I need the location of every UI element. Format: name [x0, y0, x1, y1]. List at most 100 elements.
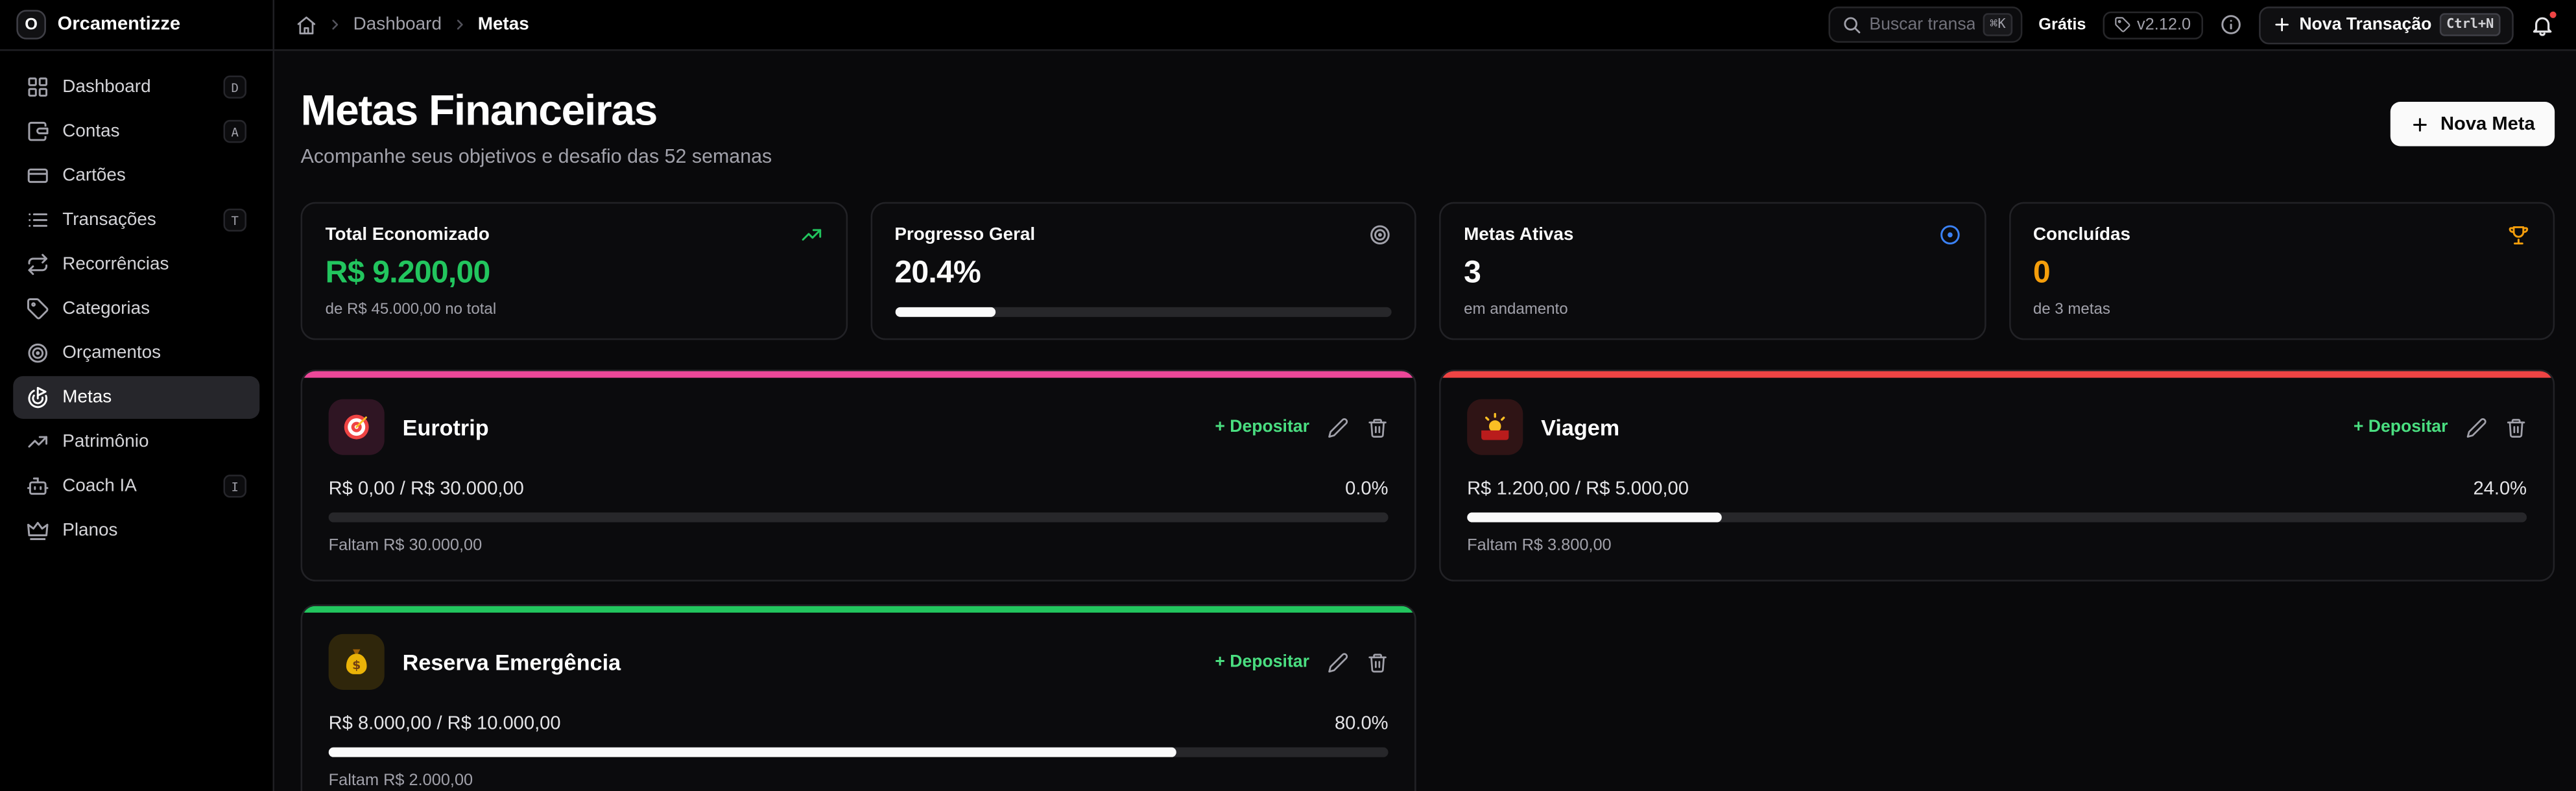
sidebar-item-orcamentos[interactable]: Orçamentos [13, 332, 259, 375]
chevron-right-icon [327, 16, 343, 32]
sidebar-item-cartoes[interactable]: Cartões [13, 154, 259, 197]
search-shortcut-badge: ⌘K [1983, 13, 2012, 36]
sidebar-item-transacoes[interactable]: Transações T [13, 199, 259, 242]
tag-icon [2114, 16, 2130, 32]
deposit-button[interactable]: + Depositar [1215, 417, 1309, 437]
beach-sunset-glyph [1479, 410, 1512, 443]
new-transaction-button[interactable]: Nova Transação Ctrl+N [2258, 5, 2514, 44]
goal-name: Viagem [1541, 414, 1620, 440]
stat-label: Metas Ativas [1464, 225, 1574, 245]
delete-button[interactable] [1367, 651, 1389, 672]
goal-progress-fill [1467, 512, 1722, 523]
new-transaction-label: Nova Transação [2299, 14, 2432, 35]
stat-label: Concluídas [2033, 225, 2131, 245]
sidebar-item-label: Metas [62, 387, 112, 408]
edit-button[interactable] [1328, 651, 1349, 672]
trending-up-icon [27, 431, 49, 453]
notification-bell[interactable] [2530, 8, 2558, 37]
search-box[interactable]: ⌘K [1828, 6, 2022, 43]
crown-icon [27, 519, 49, 541]
topbar: O Orcamentizze Dashboard Metas ⌘K Grátis… [0, 0, 2576, 51]
goal-progress-fill [328, 747, 1176, 757]
edit-button[interactable] [2466, 416, 2487, 438]
goal-remaining: Faltam R$ 30.000,00 [328, 537, 483, 556]
version-badge[interactable]: v2.12.0 [2102, 10, 2202, 39]
tag-icon [27, 298, 49, 320]
sidebar-item-dashboard[interactable]: Dashboard D [13, 65, 259, 108]
trophy-icon [2507, 224, 2530, 246]
trash-icon [1367, 651, 1389, 672]
stat-value: R$ 9.200,00 [325, 256, 491, 291]
stat-value: 0 [2033, 256, 2051, 291]
search-input[interactable] [1869, 14, 1975, 35]
goal-icon [27, 386, 49, 408]
home-icon[interactable] [296, 14, 317, 36]
stat-label: Total Economizado [325, 225, 490, 245]
goal-amounts: R$ 1.200,00 / R$ 5.000,00 [1467, 479, 1689, 500]
goal-accent-bar [302, 371, 1415, 378]
new-transaction-shortcut: Ctrl+N [2440, 13, 2501, 36]
goal-name: Eurotrip [402, 414, 489, 440]
stat-value: 20.4% [894, 256, 981, 291]
search-icon [1841, 15, 1861, 34]
goal-card-reserva-emergencia: $ Reserva Emergência + Depositar R$ 8.00… [300, 604, 1416, 791]
wallet-icon [27, 120, 49, 143]
page-title: Metas Financeiras [300, 85, 658, 135]
sidebar-item-patrimonio[interactable]: Patrimônio [13, 420, 259, 463]
sidebar-item-label: Orçamentos [62, 343, 161, 363]
delete-button[interactable] [2505, 416, 2527, 438]
notification-dot [2547, 8, 2558, 19]
sidebar-item-label: Planos [62, 521, 118, 541]
stat-subtext: de R$ 45.000,00 no total [325, 300, 497, 319]
overall-progress-track [894, 307, 1392, 317]
sidebar-item-planos[interactable]: Planos [13, 509, 259, 552]
money-bag-glyph: $ [340, 646, 373, 679]
breadcrumb-dashboard[interactable]: Dashboard [353, 14, 442, 35]
plan-badge[interactable]: Grátis [2038, 16, 2086, 34]
app-logo: O [16, 10, 46, 40]
sidebar-item-label: Recorrências [62, 254, 169, 275]
overall-progress-fill [894, 307, 996, 317]
pencil-icon [2466, 416, 2487, 438]
sidebar-item-label: Dashboard [62, 77, 151, 97]
goal-remaining: Faltam R$ 3.800,00 [1467, 537, 1612, 556]
sidebar-item-categorias[interactable]: Categorias [13, 287, 259, 330]
dart-target-glyph [340, 410, 373, 443]
breadcrumb-current: Metas [477, 14, 529, 35]
version-label: v2.12.0 [2137, 16, 2191, 34]
stat-card-total-economizado: Total Economizado R$ 9.200,00 de R$ 45.0… [300, 202, 847, 340]
shortcut-badge: T [223, 208, 246, 232]
trending-up-icon [799, 224, 822, 246]
sidebar-item-label: Coach IA [62, 476, 137, 497]
shortcut-badge: A [223, 119, 246, 143]
goals-grid: Eurotrip + Depositar R$ 0,00 / R$ 30.000… [300, 369, 2555, 791]
new-goal-button[interactable]: Nova Meta [2391, 102, 2555, 147]
sidebar-item-recorrencias[interactable]: Recorrências [13, 243, 259, 286]
edit-button[interactable] [1328, 416, 1349, 438]
info-icon[interactable] [2219, 13, 2241, 36]
sidebar-item-label: Categorias [62, 299, 150, 319]
repeat-icon [27, 253, 49, 276]
goal-progress-track [328, 747, 1389, 757]
stat-subtext: em andamento [1464, 300, 1568, 319]
deposit-button[interactable]: + Depositar [1215, 652, 1309, 672]
bell-icon [2530, 12, 2555, 37]
goal-amounts: R$ 0,00 / R$ 30.000,00 [328, 479, 524, 500]
list-icon [27, 209, 49, 231]
sidebar-item-label: Cartões [62, 165, 126, 186]
target-icon [27, 342, 49, 364]
sidebar-item-coach-ia[interactable]: Coach IA I [13, 465, 259, 508]
goal-card-viagem: Viagem + Depositar R$ 1.200,00 / R$ 5.00… [1439, 369, 2555, 582]
sidebar-item-contas[interactable]: Contas A [13, 110, 259, 153]
sidebar-item-metas[interactable]: Metas [13, 376, 260, 419]
shortcut-badge: D [223, 75, 246, 99]
brand[interactable]: O Orcamentizze [0, 0, 275, 49]
credit-card-icon [27, 164, 49, 187]
goal-amounts: R$ 8.000,00 / R$ 10.000,00 [328, 714, 561, 735]
trash-icon [2505, 416, 2527, 438]
sidebar-item-label: Patrimônio [62, 432, 149, 452]
goal-progress-track [328, 512, 1389, 523]
deposit-button[interactable]: + Depositar [2353, 417, 2448, 437]
delete-button[interactable] [1367, 416, 1389, 438]
